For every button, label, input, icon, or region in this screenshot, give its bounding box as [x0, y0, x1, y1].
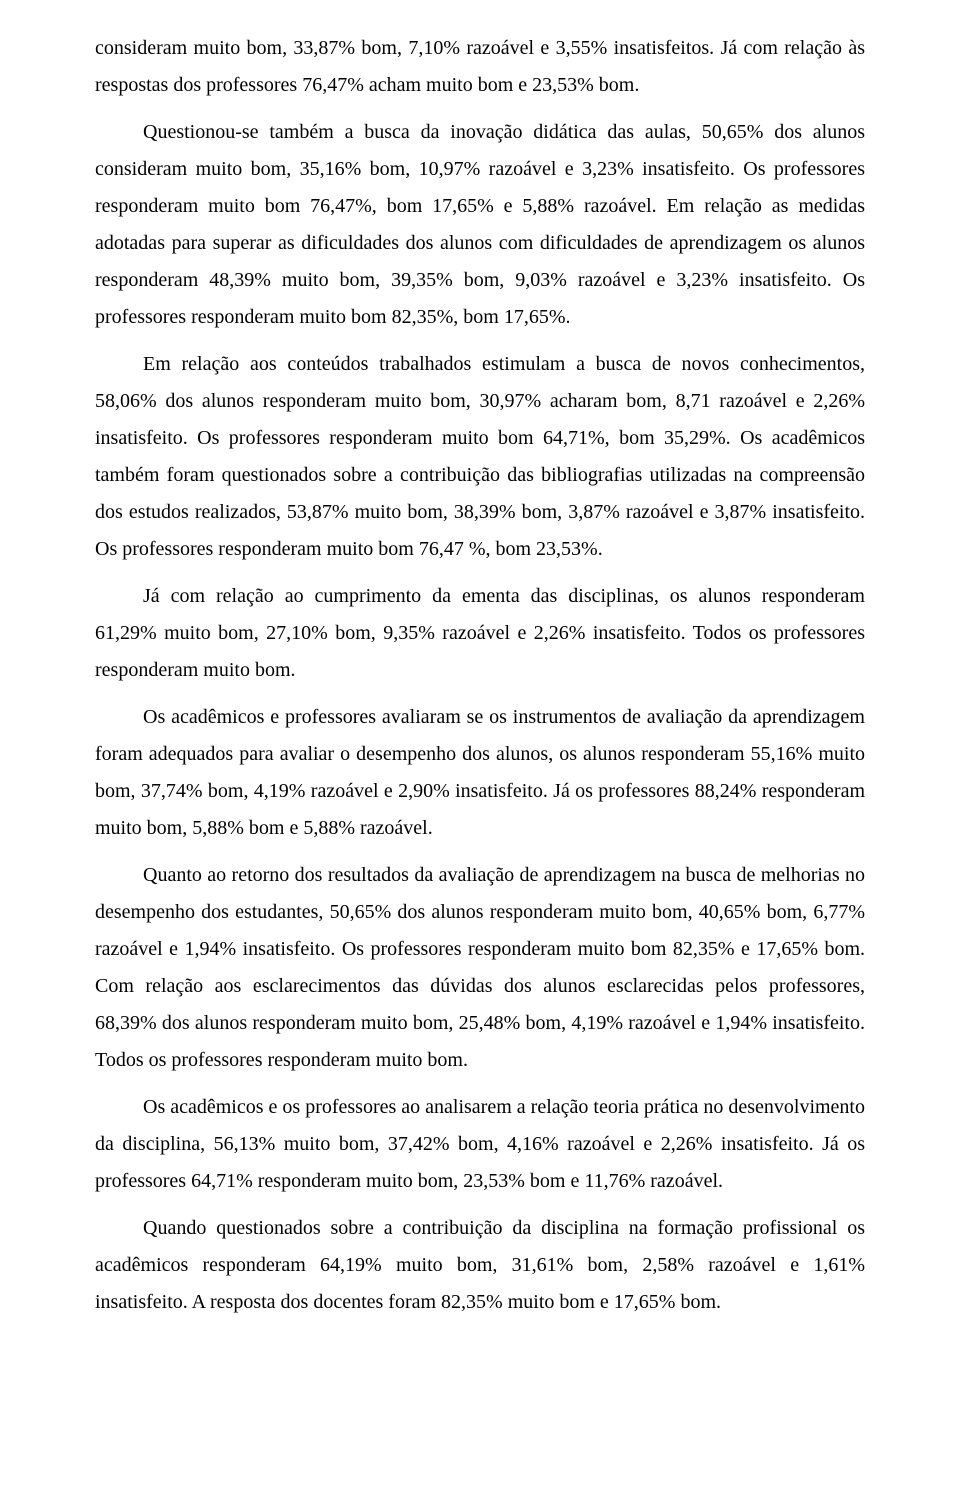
- document-page: consideram muito bom, 33,87% bom, 7,10% …: [0, 0, 960, 1371]
- paragraph-3: Em relação aos conteúdos trabalhados est…: [95, 346, 865, 568]
- paragraph-6: Quanto ao retorno dos resultados da aval…: [95, 857, 865, 1079]
- paragraph-5: Os acadêmicos e professores avaliaram se…: [95, 699, 865, 847]
- paragraph-7: Os acadêmicos e os professores ao analis…: [95, 1089, 865, 1200]
- paragraph-1: consideram muito bom, 33,87% bom, 7,10% …: [95, 30, 865, 104]
- paragraph-8: Quando questionados sobre a contribuição…: [95, 1210, 865, 1321]
- paragraph-4: Já com relação ao cumprimento da ementa …: [95, 578, 865, 689]
- paragraph-2: Questionou-se também a busca da inovação…: [95, 114, 865, 336]
